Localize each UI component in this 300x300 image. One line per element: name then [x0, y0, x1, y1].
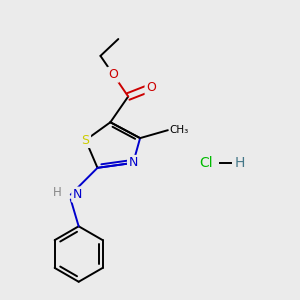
Text: H: H [234, 156, 244, 170]
Text: O: O [146, 81, 156, 94]
Text: N: N [128, 156, 138, 170]
Text: Cl: Cl [200, 156, 213, 170]
Text: S: S [82, 134, 90, 147]
Text: O: O [108, 68, 118, 81]
Text: N: N [73, 188, 82, 201]
Text: H: H [52, 186, 61, 199]
Text: CH₃: CH₃ [170, 125, 189, 135]
